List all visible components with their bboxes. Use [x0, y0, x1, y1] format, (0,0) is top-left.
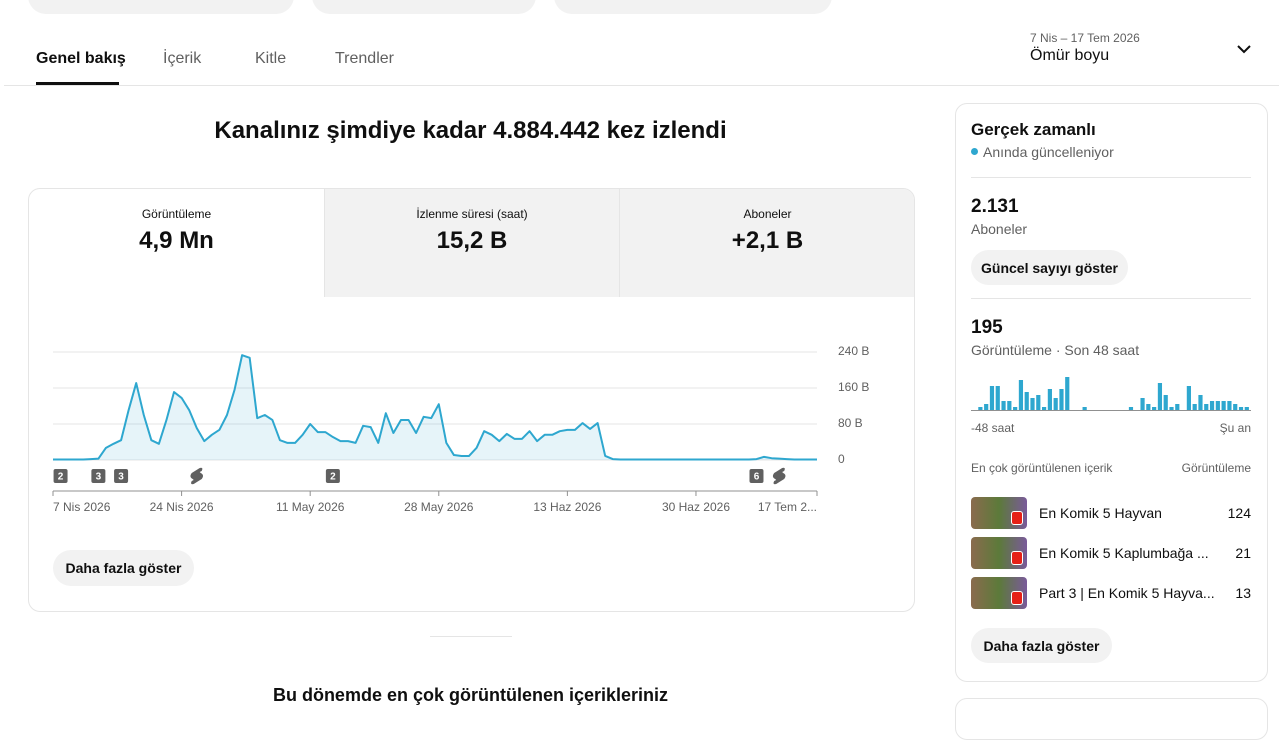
tab-indicator — [36, 82, 119, 85]
tab[interactable]: Genel bakış — [36, 50, 126, 67]
divider — [971, 298, 1251, 299]
realtime-status: Anında güncelleniyor — [983, 144, 1114, 160]
show-more-button[interactable]: Daha fazla göster — [53, 550, 194, 586]
thumbnail[interactable] — [971, 577, 1027, 609]
page: Genel bakış İçerik Kitle Trendler 7 Nis … — [4, 0, 1279, 740]
views-count: 195 — [971, 317, 1003, 338]
metric-tab[interactable]: İzlenme süresi (saat) 15,2 B — [324, 189, 619, 297]
filter-chip[interactable] — [554, 0, 832, 14]
views-label: Görüntüleme · Son 48 saat — [971, 342, 1140, 358]
tab[interactable]: Trendler — [335, 50, 394, 67]
tab[interactable]: Kitle — [255, 50, 287, 67]
shorts-badge — [1011, 551, 1023, 565]
card — [955, 698, 1268, 740]
subscriber-label: Aboneler — [971, 221, 1028, 237]
overview-card: Görüntüleme 4,9 Mn İzlenme süresi (saat) 1… — [28, 188, 915, 612]
shorts-badge — [1011, 591, 1023, 605]
content-title[interactable]: En Komik 5 Hayvan — [1039, 505, 1162, 521]
top-content-metric: Görüntüleme — [1181, 461, 1251, 475]
dropdown-icon[interactable] — [1236, 43, 1252, 57]
content-views: 124 — [1227, 505, 1251, 521]
content-title[interactable]: En Komik 5 Kaplumbağa ... — [1039, 545, 1209, 561]
content-title[interactable]: Part 3 | En Komik 5 Hayva... — [1039, 585, 1215, 601]
metric-label: İzlenme süresi (saat) — [416, 207, 528, 221]
filter-chip[interactable] — [312, 0, 536, 14]
thumbnail[interactable] — [971, 537, 1027, 569]
filter-chip[interactable] — [28, 0, 294, 14]
content-views: 21 — [1235, 545, 1251, 561]
section-title: Bu dönemde en çok görüntülenen içerikler… — [272, 685, 669, 705]
divider — [971, 177, 1251, 178]
top-content-title: En çok görüntülenen içerik — [971, 461, 1113, 475]
thumbnail[interactable] — [971, 497, 1027, 529]
metric-label: Aboneler — [743, 207, 792, 221]
subscriber-count: 2.131 — [971, 196, 1019, 217]
live-count-button[interactable]: Güncel sayıyı göster — [971, 250, 1128, 285]
metric-value: +2,1 B — [731, 227, 804, 254]
metric-label: Görüntüleme — [141, 207, 212, 221]
x-label: Şu an — [1219, 421, 1251, 435]
show-more-button[interactable]: Daha fazla göster — [971, 628, 1112, 663]
divider — [430, 636, 512, 637]
metric-tab[interactable]: Görüntüleme 4,9 Mn — [29, 189, 324, 297]
metric-tab[interactable]: Aboneler +2,1 B — [619, 189, 914, 297]
tab[interactable]: İçerik — [163, 50, 202, 67]
date-period[interactable]: Ömür boyu — [1030, 47, 1110, 64]
shorts-badge — [1011, 511, 1023, 525]
live-dot — [971, 148, 978, 155]
headline: Kanalınız şimdiye kadar 4.884.442 kez iz… — [214, 117, 727, 144]
divider — [4, 85, 1279, 86]
date-range[interactable]: 7 Nis – 17 Tem 2026 — [1030, 31, 1140, 45]
content-views: 13 — [1235, 585, 1251, 601]
x-label: -48 saat — [971, 421, 1015, 435]
metric-value: 15,2 B — [436, 227, 508, 254]
metric-value: 4,9 Mn — [139, 227, 214, 254]
realtime-title: Gerçek zamanlı — [971, 120, 1096, 139]
